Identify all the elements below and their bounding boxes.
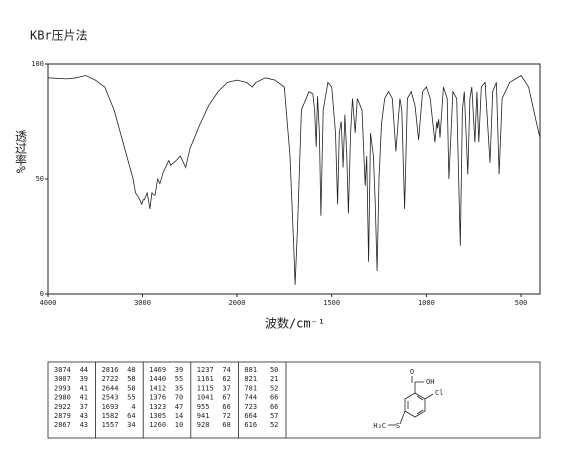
peak-wavenumber: 1260 [149,421,166,429]
peak-transmittance: 41 [80,394,88,402]
peak-wavenumber: 2722 [102,375,119,383]
peak-transmittance: 55 [127,394,135,402]
peak-transmittance: 55 [175,375,183,383]
peak-transmittance: 74 [222,366,230,374]
peak-transmittance: 66 [222,403,230,411]
atom-label: OH [426,378,434,386]
peak-wavenumber: 1469 [149,366,166,374]
peak-wavenumber: 2980 [54,394,71,402]
peak-transmittance: 39 [80,375,88,383]
peak-wavenumber: 3074 [54,366,71,374]
x-tick-label: 2000 [229,299,246,307]
spectrum-line [47,74,541,285]
x-tick-label: 1500 [323,299,340,307]
peak-wavenumber: 1693 [102,403,119,411]
peak-transmittance: 37 [80,403,88,411]
peak-wavenumber: 1412 [149,384,166,392]
peak-wavenumber: 744 [244,394,257,402]
peak-wavenumber: 1323 [149,403,166,411]
peak-wavenumber: 2816 [102,366,119,374]
table-frame [47,361,541,439]
peak-wavenumber: 941 [197,412,210,420]
peak-wavenumber: 1115 [197,384,214,392]
peak-wavenumber: 2543 [102,394,119,402]
peak-wavenumber: 928 [197,421,210,429]
peak-transmittance: 52 [270,384,278,392]
peak-transmittance: 44 [80,366,88,374]
peak-wavenumber: 1557 [102,421,119,429]
peak-transmittance: 47 [175,403,183,411]
peak-wavenumber: 781 [244,384,257,392]
peak-wavenumber: 2922 [54,403,71,411]
y-tick-label: 100 [31,60,44,68]
peak-wavenumber: 1582 [102,412,119,420]
peak-transmittance: 48 [127,366,135,374]
peak-transmittance: 21 [270,375,278,383]
peak-transmittance: 52 [270,421,278,429]
x-tick-label: 4000 [40,299,57,307]
atom-label: Cl [435,389,443,397]
atom-label: S [396,422,400,430]
peak-transmittance: 66 [270,403,278,411]
peak-wavenumber: 1237 [197,366,214,374]
peak-transmittance: 14 [175,412,183,420]
x-axis-label: 波数/cm⁻¹ [265,316,325,331]
atom-label: H₃C [373,422,386,430]
structure [388,376,434,426]
peak-wavenumber: 3007 [54,375,71,383]
x-tick-label: 500 [515,299,528,307]
peak-transmittance: 39 [175,366,183,374]
peak-transmittance: 68 [222,421,230,429]
x-tick-label: 3000 [134,299,151,307]
title: KBr压片法 [30,29,88,43]
y-tick-label: 50 [36,175,44,183]
peak-wavenumber: 1305 [149,412,166,420]
peak-wavenumber: 616 [244,421,257,429]
atom-label: O [410,368,414,376]
peak-transmittance: 64 [127,412,135,420]
peak-transmittance: 4 [131,403,135,411]
peak-transmittance: 37 [222,384,230,392]
peak-wavenumber: 2644 [102,384,119,392]
peak-transmittance: 41 [80,384,88,392]
peak-transmittance: 57 [270,412,278,420]
peak-wavenumber: 2867 [54,421,71,429]
peak-wavenumber: 1161 [197,375,214,383]
peak-transmittance: 43 [80,421,88,429]
peak-wavenumber: 664 [244,412,257,420]
peak-transmittance: 66 [270,394,278,402]
x-tick-label: 1000 [418,299,435,307]
peak-wavenumber: 881 [244,366,257,374]
peak-wavenumber: 2993 [54,384,71,392]
y-tick-label: 0 [40,290,44,298]
peak-transmittance: 58 [127,384,135,392]
peak-transmittance: 10 [175,421,183,429]
y-axis-label: 透过率% [14,130,28,174]
peak-wavenumber: 955 [197,403,210,411]
peak-transmittance: 70 [175,394,183,402]
peak-wavenumber: 1376 [149,394,166,402]
peak-transmittance: 43 [80,412,88,420]
peak-transmittance: 35 [175,384,183,392]
peak-transmittance: 34 [127,421,135,429]
peak-wavenumber: 1440 [149,375,166,383]
peak-transmittance: 67 [222,394,230,402]
peak-transmittance: 58 [127,375,135,383]
peak-transmittance: 50 [270,366,278,374]
peak-wavenumber: 821 [244,375,257,383]
peak-transmittance: 62 [222,375,230,383]
peak-wavenumber: 723 [244,403,257,411]
peak-wavenumber: 2879 [54,412,71,420]
peak-wavenumber: 1041 [197,394,214,402]
peak-transmittance: 72 [222,412,230,420]
